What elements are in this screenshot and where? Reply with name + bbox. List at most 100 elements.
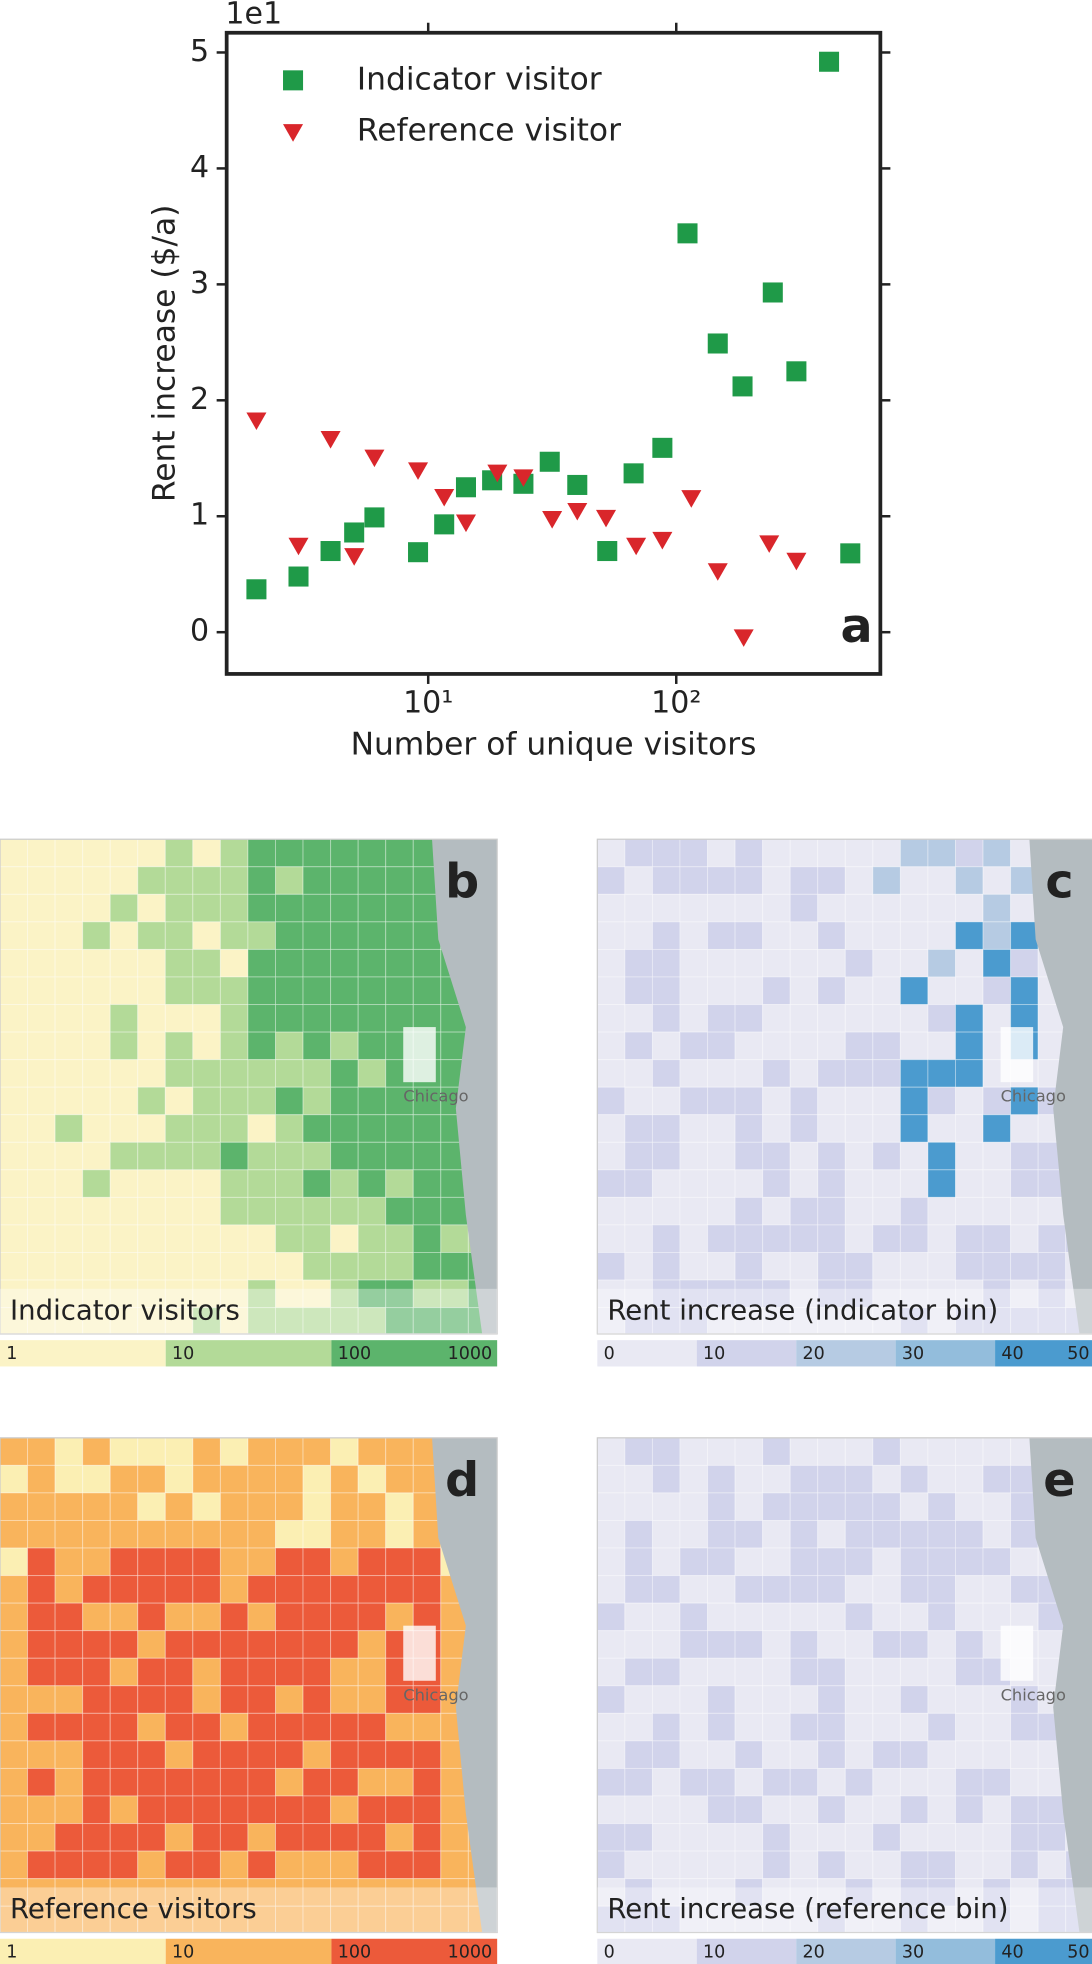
map-cell [109, 1114, 139, 1143]
map-cell [982, 1492, 1012, 1521]
map-cell [954, 1657, 984, 1687]
map-cell [872, 1823, 901, 1852]
map-cell [412, 1169, 442, 1198]
map-cell [109, 1657, 139, 1687]
map-cell [164, 1878, 194, 1907]
map-cell [624, 1712, 653, 1742]
map-cell [109, 1169, 139, 1198]
map-cell [357, 1767, 387, 1797]
map-cell [0, 976, 29, 1006]
map-cell [927, 1492, 957, 1521]
map-cell [54, 893, 84, 923]
map-cell [954, 976, 984, 1006]
map-cell [1010, 1224, 1039, 1253]
map-cell [219, 1795, 249, 1825]
map-cell [624, 1141, 653, 1171]
map-cell [707, 1905, 736, 1933]
map-cell [762, 976, 791, 1006]
map-cell [219, 1031, 249, 1061]
map-cell [302, 1196, 332, 1226]
map-border [0, 838, 498, 1335]
map-cell [357, 1279, 387, 1309]
map-cell [385, 1740, 414, 1769]
map-cell [762, 1657, 791, 1687]
map-cell [624, 1767, 653, 1797]
map-cell [357, 1059, 387, 1088]
map-cell [137, 1031, 166, 1061]
map-cell [275, 866, 304, 895]
data-point [364, 449, 385, 468]
map-cell [357, 1224, 387, 1253]
map-cell [164, 1251, 194, 1281]
map-cell [27, 1575, 56, 1604]
map-cell [27, 1657, 56, 1687]
map-cell [219, 1740, 249, 1769]
map-cell [330, 1224, 359, 1253]
map-cell [899, 1086, 929, 1116]
map-cell [302, 1169, 332, 1198]
map-cell [0, 1657, 29, 1687]
map-cell [0, 1795, 29, 1825]
map-cell [1037, 1823, 1067, 1852]
map-cell [137, 1547, 166, 1577]
map-cell [412, 921, 442, 950]
map-cell [624, 948, 653, 978]
map-cell [982, 976, 1012, 1006]
colorbar-segment [597, 1340, 697, 1367]
data-point [455, 514, 476, 533]
map-cell [899, 1114, 929, 1143]
map-cell [54, 1740, 84, 1769]
map-cell [192, 1169, 221, 1198]
map-cell [817, 1279, 846, 1309]
map-cell [982, 1307, 1012, 1335]
map-cell [302, 1575, 332, 1604]
map-cell [679, 1086, 709, 1116]
map-cell [817, 1712, 846, 1742]
map-cell [247, 1279, 277, 1309]
map-cell [275, 1224, 304, 1253]
map-cell [1010, 1307, 1039, 1335]
map-cell [27, 1712, 56, 1742]
map-cell [872, 1795, 901, 1825]
map-cell [385, 921, 414, 950]
map-cell [109, 1795, 139, 1825]
data-point [320, 541, 341, 562]
map-cell [762, 866, 791, 895]
map-cell [679, 1602, 709, 1632]
map-cell [734, 1492, 764, 1521]
map-cell [137, 1464, 166, 1494]
map-cell [954, 1464, 984, 1494]
map-cell [137, 1086, 166, 1116]
map-cell [954, 1850, 984, 1880]
map-cell [385, 1437, 414, 1466]
map-cell [1037, 1878, 1067, 1907]
map-cell [734, 1519, 764, 1549]
map-cell [82, 838, 111, 868]
map-cell [1037, 1251, 1067, 1281]
map-cell [707, 1575, 736, 1604]
map-cell [109, 1547, 139, 1577]
map-cell [817, 838, 846, 868]
map-cell [982, 1547, 1012, 1577]
map-cell [27, 1437, 56, 1466]
map-cell [927, 1519, 957, 1549]
map-cell [275, 1519, 304, 1549]
map-cell [844, 1086, 874, 1116]
map-cell [679, 893, 709, 923]
map-cell [357, 1492, 387, 1521]
map-cell [247, 1519, 277, 1549]
map-cell [0, 1224, 29, 1253]
map-cell [817, 1464, 846, 1494]
map-cell [302, 921, 332, 950]
map-cell [596, 1823, 626, 1852]
map-cell [164, 1031, 194, 1061]
map-cell [82, 1224, 111, 1253]
map-cell [275, 893, 304, 923]
map-cell [330, 1547, 359, 1577]
map-cell [302, 1850, 332, 1880]
map-cell [247, 1196, 277, 1226]
map-cell [596, 1767, 626, 1797]
map-cell [440, 1307, 469, 1335]
map-cell [219, 921, 249, 950]
map-cell [899, 1279, 929, 1309]
